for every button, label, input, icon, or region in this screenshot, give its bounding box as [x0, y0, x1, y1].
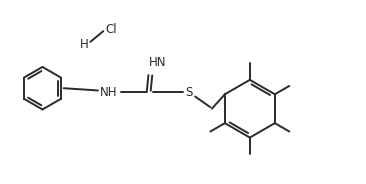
- Text: HN: HN: [149, 56, 166, 69]
- Text: Cl: Cl: [105, 23, 117, 36]
- Text: S: S: [186, 86, 193, 98]
- Text: H: H: [80, 38, 89, 51]
- Text: NH: NH: [100, 86, 117, 98]
